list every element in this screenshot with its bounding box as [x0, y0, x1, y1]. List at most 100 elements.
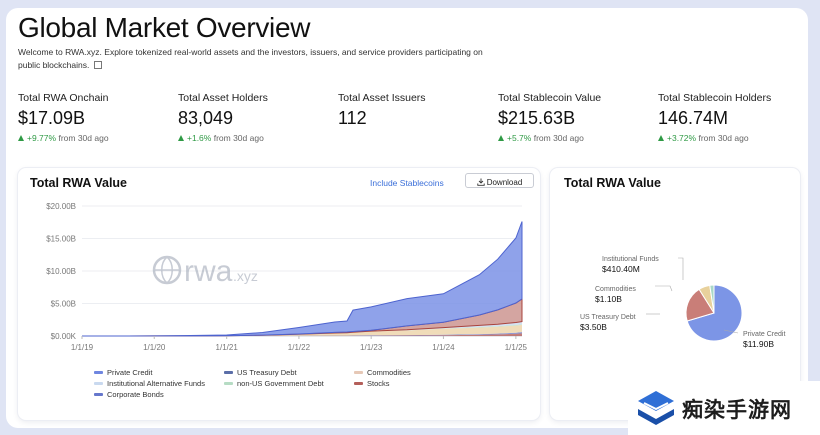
brand-watermark: 痴染手游网	[628, 381, 820, 435]
pie-label-commodities: Commodities	[595, 286, 636, 293]
stat-total-rwa: Total RWA Onchain $17.09B +9.77% from 30…	[18, 92, 168, 143]
y-tick-label: $15.00B	[46, 235, 76, 244]
x-tick-label: 1/1/22	[288, 343, 311, 352]
stat-value: $17.09B	[18, 108, 86, 128]
y-tick-label: $0.00K	[51, 332, 77, 341]
pie-label-us-treasury: US Treasury Debt	[580, 314, 636, 321]
legend-swatch	[224, 371, 233, 374]
y-tick-label: $20.00B	[46, 202, 76, 211]
y-tick-label: $10.00B	[46, 267, 76, 276]
pie-value-private-credit: $11.90B	[743, 339, 774, 349]
legend-swatch	[224, 382, 233, 385]
pie-value-us-treasury: $3.50B	[580, 322, 607, 332]
pie-leaders	[646, 257, 739, 334]
rwa-watermark: rwa .xyz	[152, 255, 258, 288]
legend-item-institutional-alternative-funds[interactable]: Institutional Alternative Funds	[94, 379, 205, 388]
stat-label: Total RWA Onchain	[18, 92, 109, 104]
pie-label-private-credit: Private Credit	[743, 331, 785, 338]
legend-item-stocks[interactable]: Stocks	[354, 379, 390, 388]
area-chart-card: Total RWA Value Include Stablecoins Down…	[18, 168, 540, 420]
stat-value: 112	[338, 108, 367, 128]
legend-label: non-US Government Debt	[237, 379, 324, 388]
legend-item-commodities[interactable]: Commodities	[354, 368, 411, 377]
download-button[interactable]: Download	[465, 173, 534, 188]
x-tick-label: 1/1/23	[360, 343, 383, 352]
arrow-up-icon	[658, 135, 664, 141]
stat-delta-pct: +9.77%	[27, 133, 57, 143]
arrow-up-icon	[18, 135, 24, 141]
stat-label: Total Asset Holders	[178, 92, 268, 104]
x-tick-label: 1/1/25	[505, 343, 528, 352]
pie-slices	[685, 284, 743, 342]
legend-label: Commodities	[367, 368, 411, 377]
x-tick-label: 1/1/20	[143, 343, 166, 352]
stat-stablecoin-holders: Total Stablecoin Holders 146.74M +3.72% …	[658, 92, 808, 143]
external-link-icon[interactable]	[93, 61, 102, 69]
pie-value-institutional-funds: $410.40M	[602, 264, 640, 274]
legend-label: Private Credit	[107, 368, 153, 377]
brand-text: 痴染手游网	[682, 399, 792, 422]
stat-delta-pct: +3.72%	[667, 133, 697, 143]
legend-item-private-credit[interactable]: Private Credit	[94, 368, 152, 377]
area-x-axis: 1/1/19 1/1/20 1/1/21 1/1/22 1/1/23 1/1/24 1/1/…	[71, 336, 528, 352]
area-series-commodities	[82, 324, 522, 336]
stat-delta: +1.6% from 30d ago	[178, 133, 328, 143]
pie-slice-private-credit	[686, 284, 743, 342]
download-label: Download	[486, 178, 523, 187]
stats-row: Total RWA Onchain $17.09B +9.77% from 30…	[18, 92, 808, 152]
y-tick-label: $5.00B	[51, 300, 76, 309]
area-y-axis: $20.00B $15.00B $10.00B $5.00B $0.00K	[46, 202, 76, 341]
legend-swatch	[354, 382, 363, 385]
stat-label: Total Stablecoin Value	[498, 92, 602, 104]
legend-label: US Treasury Debt	[237, 368, 297, 377]
intro-text: Welcome to RWA.xyz. Explore tokenized re…	[18, 46, 498, 72]
stat-delta-pct: +5.7%	[507, 133, 532, 143]
stat-delta: +3.72% from 30d ago	[658, 133, 808, 143]
pie-slice-institutional-funds	[709, 284, 715, 314]
legend-item-non-us-government-debt[interactable]: non-US Government Debt	[224, 379, 324, 388]
stat-delta-suffix: from 30d ago	[533, 133, 584, 143]
pie-label-institutional-funds: Institutional Funds	[602, 256, 659, 263]
pie-chart[interactable]: Institutional Funds $410.40M Commodities…	[550, 168, 800, 420]
dashboard-page: Global Market Overview Welcome to RWA.xy…	[6, 8, 808, 428]
legend-label: Corporate Bonds	[107, 390, 164, 399]
area-series-institutional-alternative-funds	[82, 321, 522, 336]
stat-delta: +9.77% from 30d ago	[18, 133, 168, 143]
stat-asset-issuers: Total Asset Issuers 112	[338, 92, 488, 129]
area-chart-title: Total RWA Value	[30, 176, 128, 190]
stat-value: 146.74M	[658, 108, 729, 128]
pie-value-commodities: $1.10B	[595, 294, 622, 304]
area-series-stocks	[82, 333, 522, 336]
stat-delta-suffix: from 30d ago	[698, 133, 749, 143]
arrow-up-icon	[178, 135, 184, 141]
watermark-text: rwa	[184, 255, 233, 288]
arrow-up-icon	[498, 135, 504, 141]
stat-value: 83,049	[178, 108, 234, 128]
legend-swatch	[94, 393, 103, 396]
watermark-suffix: .xyz	[233, 268, 258, 284]
legend-swatch	[94, 371, 103, 374]
legend-swatch	[94, 382, 103, 385]
legend-item-corporate-bonds[interactable]: Corporate Bonds	[94, 390, 164, 399]
area-chart[interactable]: $20.00B $15.00B $10.00B $5.00B $0.00K 1/1/19…	[18, 168, 540, 420]
include-stablecoins-link[interactable]: Include Stablecoins	[370, 178, 444, 188]
area-layers	[82, 221, 523, 337]
pie-slice-us-treasury-debt	[685, 288, 715, 322]
brand-logo-icon	[638, 391, 674, 425]
x-tick-label: 1/1/19	[71, 343, 94, 352]
stat-stablecoin-value: Total Stablecoin Value $215.63B +5.7% fr…	[498, 92, 648, 143]
stat-label: Total Stablecoin Holders	[658, 92, 772, 104]
legend-label: Institutional Alternative Funds	[107, 379, 205, 388]
legend-item-us-treasury[interactable]: US Treasury Debt	[224, 368, 297, 377]
pie-labels: Institutional Funds $410.40M Commodities…	[580, 256, 785, 349]
x-tick-label: 1/1/24	[432, 343, 455, 352]
area-series-private-credit	[82, 221, 523, 337]
stat-asset-holders: Total Asset Holders 83,049 +1.6% from 30…	[178, 92, 328, 143]
stat-delta-suffix: from 30d ago	[58, 133, 109, 143]
page-title: Global Market Overview	[18, 12, 311, 43]
stat-label: Total Asset Issuers	[338, 92, 426, 104]
pie-chart-card: Total RWA Value Institutional Funds $410…	[550, 168, 800, 420]
stat-delta-suffix: from 30d ago	[213, 133, 264, 143]
stat-value: $215.63B	[498, 108, 576, 128]
intro-body: Welcome to RWA.xyz. Explore tokenized re…	[18, 47, 483, 70]
